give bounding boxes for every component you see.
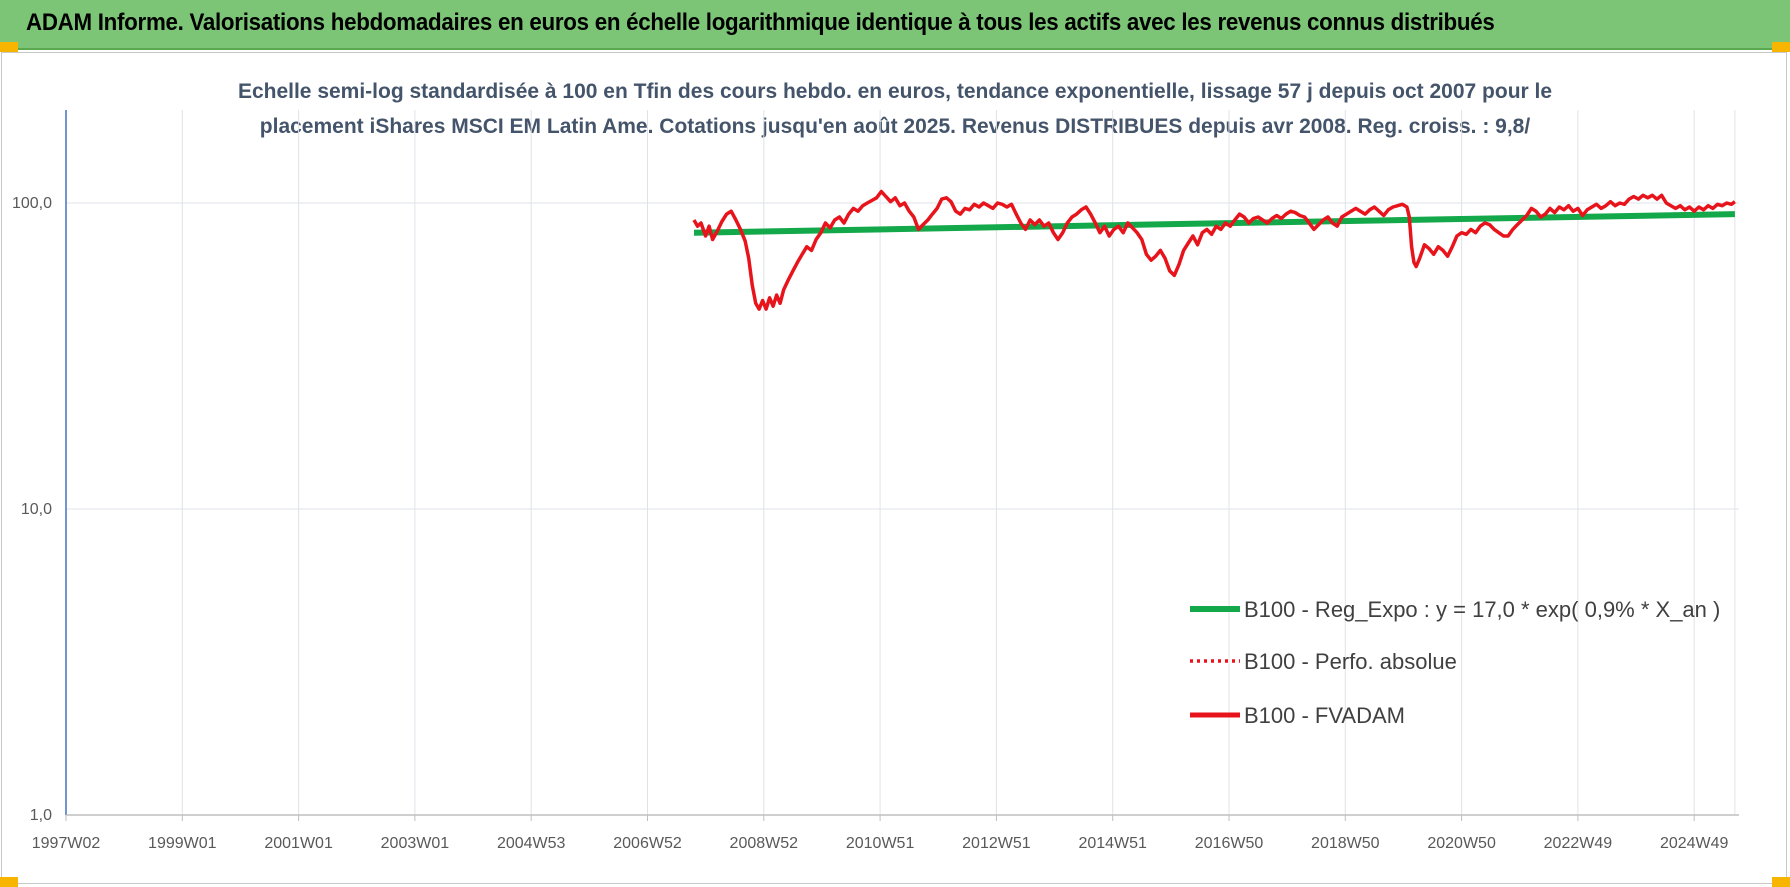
x-tick-label: 1999W01 [148, 835, 217, 852]
x-tick-label: 2024W49 [1660, 835, 1729, 852]
x-tick-label: 2014W51 [1078, 835, 1147, 852]
x-tick-label: 2001W01 [264, 835, 333, 852]
series-line-fvadam [692, 189, 1736, 311]
x-tick-label: 2010W51 [846, 835, 915, 852]
x-tick-label: 2020W50 [1427, 835, 1496, 852]
x-tick-label: 2016W50 [1195, 835, 1264, 852]
y-tick-label: 10,0 [21, 501, 52, 518]
chart-subtitle-line-2: placement iShares MSCI EM Latin Ame. Cot… [260, 115, 1531, 138]
legend: B100 - Reg_Expo : y = 17,0 * exp( 0,9% *… [1190, 597, 1720, 728]
axes [65, 110, 1739, 821]
x-tick-label: 2012W51 [962, 835, 1031, 852]
legend-label: B100 - Reg_Expo : y = 17,0 * exp( 0,9% *… [1244, 597, 1720, 622]
corner-mark-bottom-left [0, 877, 18, 887]
x-tick-label: 2004W53 [497, 835, 566, 852]
legend-label: B100 - Perfo. absolue [1244, 649, 1457, 674]
chart-frame [1, 52, 1787, 884]
y-tick-label: 1,0 [30, 807, 52, 824]
page-title: ADAM Informe. Valorisations hebdomadaire… [26, 9, 1495, 36]
x-tick-label: 2006W52 [613, 835, 682, 852]
x-tick-label: 2008W52 [730, 835, 799, 852]
x-tick-label: 2022W49 [1544, 835, 1613, 852]
y-tick-label: 100,0 [12, 195, 52, 212]
legend-label: B100 - FVADAM [1244, 703, 1405, 728]
x-tick-label: 1997W02 [32, 835, 101, 852]
grid [66, 110, 1739, 815]
corner-mark-bottom-right [1772, 877, 1790, 887]
tick-labels: 1,0 10,0 100,0 1997W02 1999W01 2001W01 2003W01… [12, 195, 1729, 852]
series [692, 189, 1736, 311]
corner-mark-top-right [1772, 42, 1790, 52]
chart-subtitle-line-1: Echelle semi-log standardisée à 100 en T… [238, 80, 1552, 103]
header-bar [0, 0, 1790, 50]
series-line-regression [693, 211, 1735, 236]
corner-mark-top-left [0, 42, 18, 52]
x-tick-label: 2003W01 [381, 835, 450, 852]
x-tick-label: 2018W50 [1311, 835, 1380, 852]
